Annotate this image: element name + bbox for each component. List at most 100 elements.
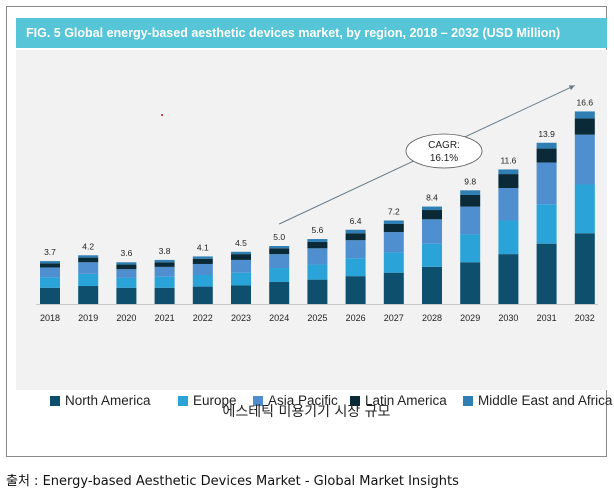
bar-segment-north-america-2028 [422, 266, 442, 304]
bar-segment-latin-america-2023 [231, 254, 251, 260]
bar-segment-middle-east-and-africa-2028 [422, 206, 442, 211]
bar-segment-asia-pacific-2023 [231, 259, 251, 273]
bar-segment-asia-pacific-2026 [345, 240, 366, 259]
legend-swatch [178, 396, 188, 406]
bar-segment-asia-pacific-2027 [383, 232, 404, 253]
legend-item-latin-america: Latin America [350, 393, 447, 409]
bar-segment-asia-pacific-2021 [154, 266, 175, 277]
bar-segment-asia-pacific-2028 [422, 219, 442, 244]
bar-segment-middle-east-and-africa-2023 [231, 251, 251, 255]
bar-segment-latin-america-2032 [574, 118, 595, 135]
bar-segment-asia-pacific-2032 [574, 134, 595, 185]
x-tick-label-2023: 2023 [231, 313, 251, 323]
total-label-2018: 3.7 [44, 247, 56, 257]
bar-segment-europe-2030 [498, 220, 519, 255]
bar-segment-north-america-2018 [40, 287, 60, 304]
legend-swatch [253, 396, 263, 406]
legend-swatch [50, 396, 60, 406]
legend-label: Latin America [365, 393, 447, 408]
legend-swatch [350, 396, 360, 406]
bar-segment-north-america-2030 [498, 254, 519, 304]
bar-segment-europe-2024 [269, 268, 290, 282]
bar-segment-europe-2025 [307, 264, 328, 280]
legend-item-europe: Europe [178, 393, 237, 409]
chart-legend: North America Europe Asia Pacific Latin Ame… [50, 393, 614, 409]
bar-segment-asia-pacific-2022 [192, 263, 213, 275]
legend-item-north-america: North America [50, 393, 151, 409]
cagr-arrow-head [568, 85, 575, 91]
bar-segment-latin-america-2026 [345, 233, 366, 241]
bar-segment-asia-pacific-2030 [498, 188, 519, 221]
x-tick-label-2032: 2032 [575, 313, 595, 323]
bar-segment-north-america-2025 [307, 279, 328, 304]
legend-label: Europe [193, 393, 237, 408]
bar-segment-europe-2026 [345, 258, 366, 277]
legend-label: Middle East and Africa [478, 393, 613, 408]
cagr-text-line-1: CAGR: [428, 140, 460, 151]
x-tick-label-2026: 2026 [346, 313, 366, 323]
total-label-2020: 3.6 [120, 248, 132, 258]
x-tick-label-2024: 2024 [269, 313, 289, 323]
x-tick-label-2029: 2029 [460, 313, 480, 323]
x-tick-label-2022: 2022 [193, 313, 213, 323]
bar-segment-north-america-2027 [383, 272, 404, 304]
bar-segment-latin-america-2028 [422, 210, 442, 220]
bar-segment-latin-america-2027 [383, 223, 404, 233]
bar-segment-middle-east-and-africa-2029 [460, 190, 481, 195]
total-label-2027: 7.2 [388, 206, 400, 216]
bar-segment-europe-2018 [40, 277, 60, 288]
bar-segment-middle-east-and-africa-2020 [116, 262, 137, 265]
bar-segment-europe-2021 [154, 276, 175, 288]
bar-segment-latin-america-2024 [269, 248, 290, 255]
bar-segment-asia-pacific-2029 [460, 206, 481, 235]
legend-swatch [463, 396, 473, 406]
bar-segment-asia-pacific-2018 [40, 267, 60, 278]
bar-segment-middle-east-and-africa-2032 [574, 111, 595, 119]
bar-segment-latin-america-2025 [307, 241, 328, 249]
bar-segment-latin-america-2018 [40, 263, 60, 268]
figure-caption: 에스테틱 미용기기 시장 규모 [222, 404, 391, 420]
bar-segment-north-america-2032 [574, 233, 595, 304]
bar-segment-asia-pacific-2020 [116, 269, 137, 278]
bar-chart: 3.7 2018 4.2 2019 3.6 2020 3.8 2021 4.1 2022 4.5 20… [36, 84, 598, 323]
bar-segment-europe-2022 [192, 275, 213, 287]
total-label-2032: 16.6 [577, 97, 594, 107]
legend-label: North America [65, 393, 151, 408]
legend-item-middle-east-and-africa: Middle East and Africa [463, 393, 612, 409]
total-label-2024: 5.0 [273, 232, 285, 242]
bar-segment-north-america-2020 [116, 287, 137, 304]
total-label-2025: 5.6 [311, 225, 323, 235]
bar-segment-europe-2028 [422, 243, 442, 267]
bar-segment-latin-america-2031 [536, 148, 557, 163]
bar-segment-latin-america-2030 [498, 174, 519, 188]
x-tick-label-2019: 2019 [78, 313, 98, 323]
bar-segment-north-america-2029 [460, 262, 481, 304]
chart-panel: 3.7 2018 4.2 2019 3.6 2020 3.8 2021 4.1 2022 4.5 20… [16, 50, 612, 408]
bar-segment-europe-2023 [231, 272, 251, 286]
bar-segment-europe-2020 [116, 277, 137, 288]
x-tick-label-2025: 2025 [307, 313, 327, 323]
bar-segment-asia-pacific-2019 [78, 262, 99, 274]
x-tick-label-2018: 2018 [40, 313, 60, 323]
total-label-2028: 8.4 [426, 193, 438, 203]
bar-segment-asia-pacific-2024 [269, 254, 290, 269]
x-tick-label-2030: 2030 [498, 313, 518, 323]
bar-segment-north-america-2021 [154, 287, 175, 304]
x-tick-label-2021: 2021 [155, 313, 175, 323]
bar-segment-middle-east-and-africa-2022 [192, 256, 213, 259]
bar-segment-middle-east-and-africa-2031 [536, 142, 557, 149]
bar-segment-middle-east-and-africa-2027 [383, 220, 404, 224]
bar-segment-north-america-2026 [345, 276, 366, 304]
total-label-2026: 6.4 [350, 216, 362, 226]
source-note: 출처 : Energy-based Aesthetic Devices Mark… [6, 474, 459, 489]
x-tick-label-2027: 2027 [384, 313, 404, 323]
bar-segment-north-america-2023 [231, 285, 251, 304]
bar-segment-north-america-2019 [78, 286, 99, 304]
bar-segment-middle-east-and-africa-2030 [498, 169, 519, 175]
bar-segment-north-america-2024 [269, 281, 290, 304]
bar-segment-north-america-2031 [536, 243, 557, 304]
bar-segment-europe-2029 [460, 234, 481, 263]
total-label-2019: 4.2 [82, 241, 94, 251]
x-tick-label-2028: 2028 [422, 313, 442, 323]
total-label-2022: 4.1 [197, 242, 209, 252]
